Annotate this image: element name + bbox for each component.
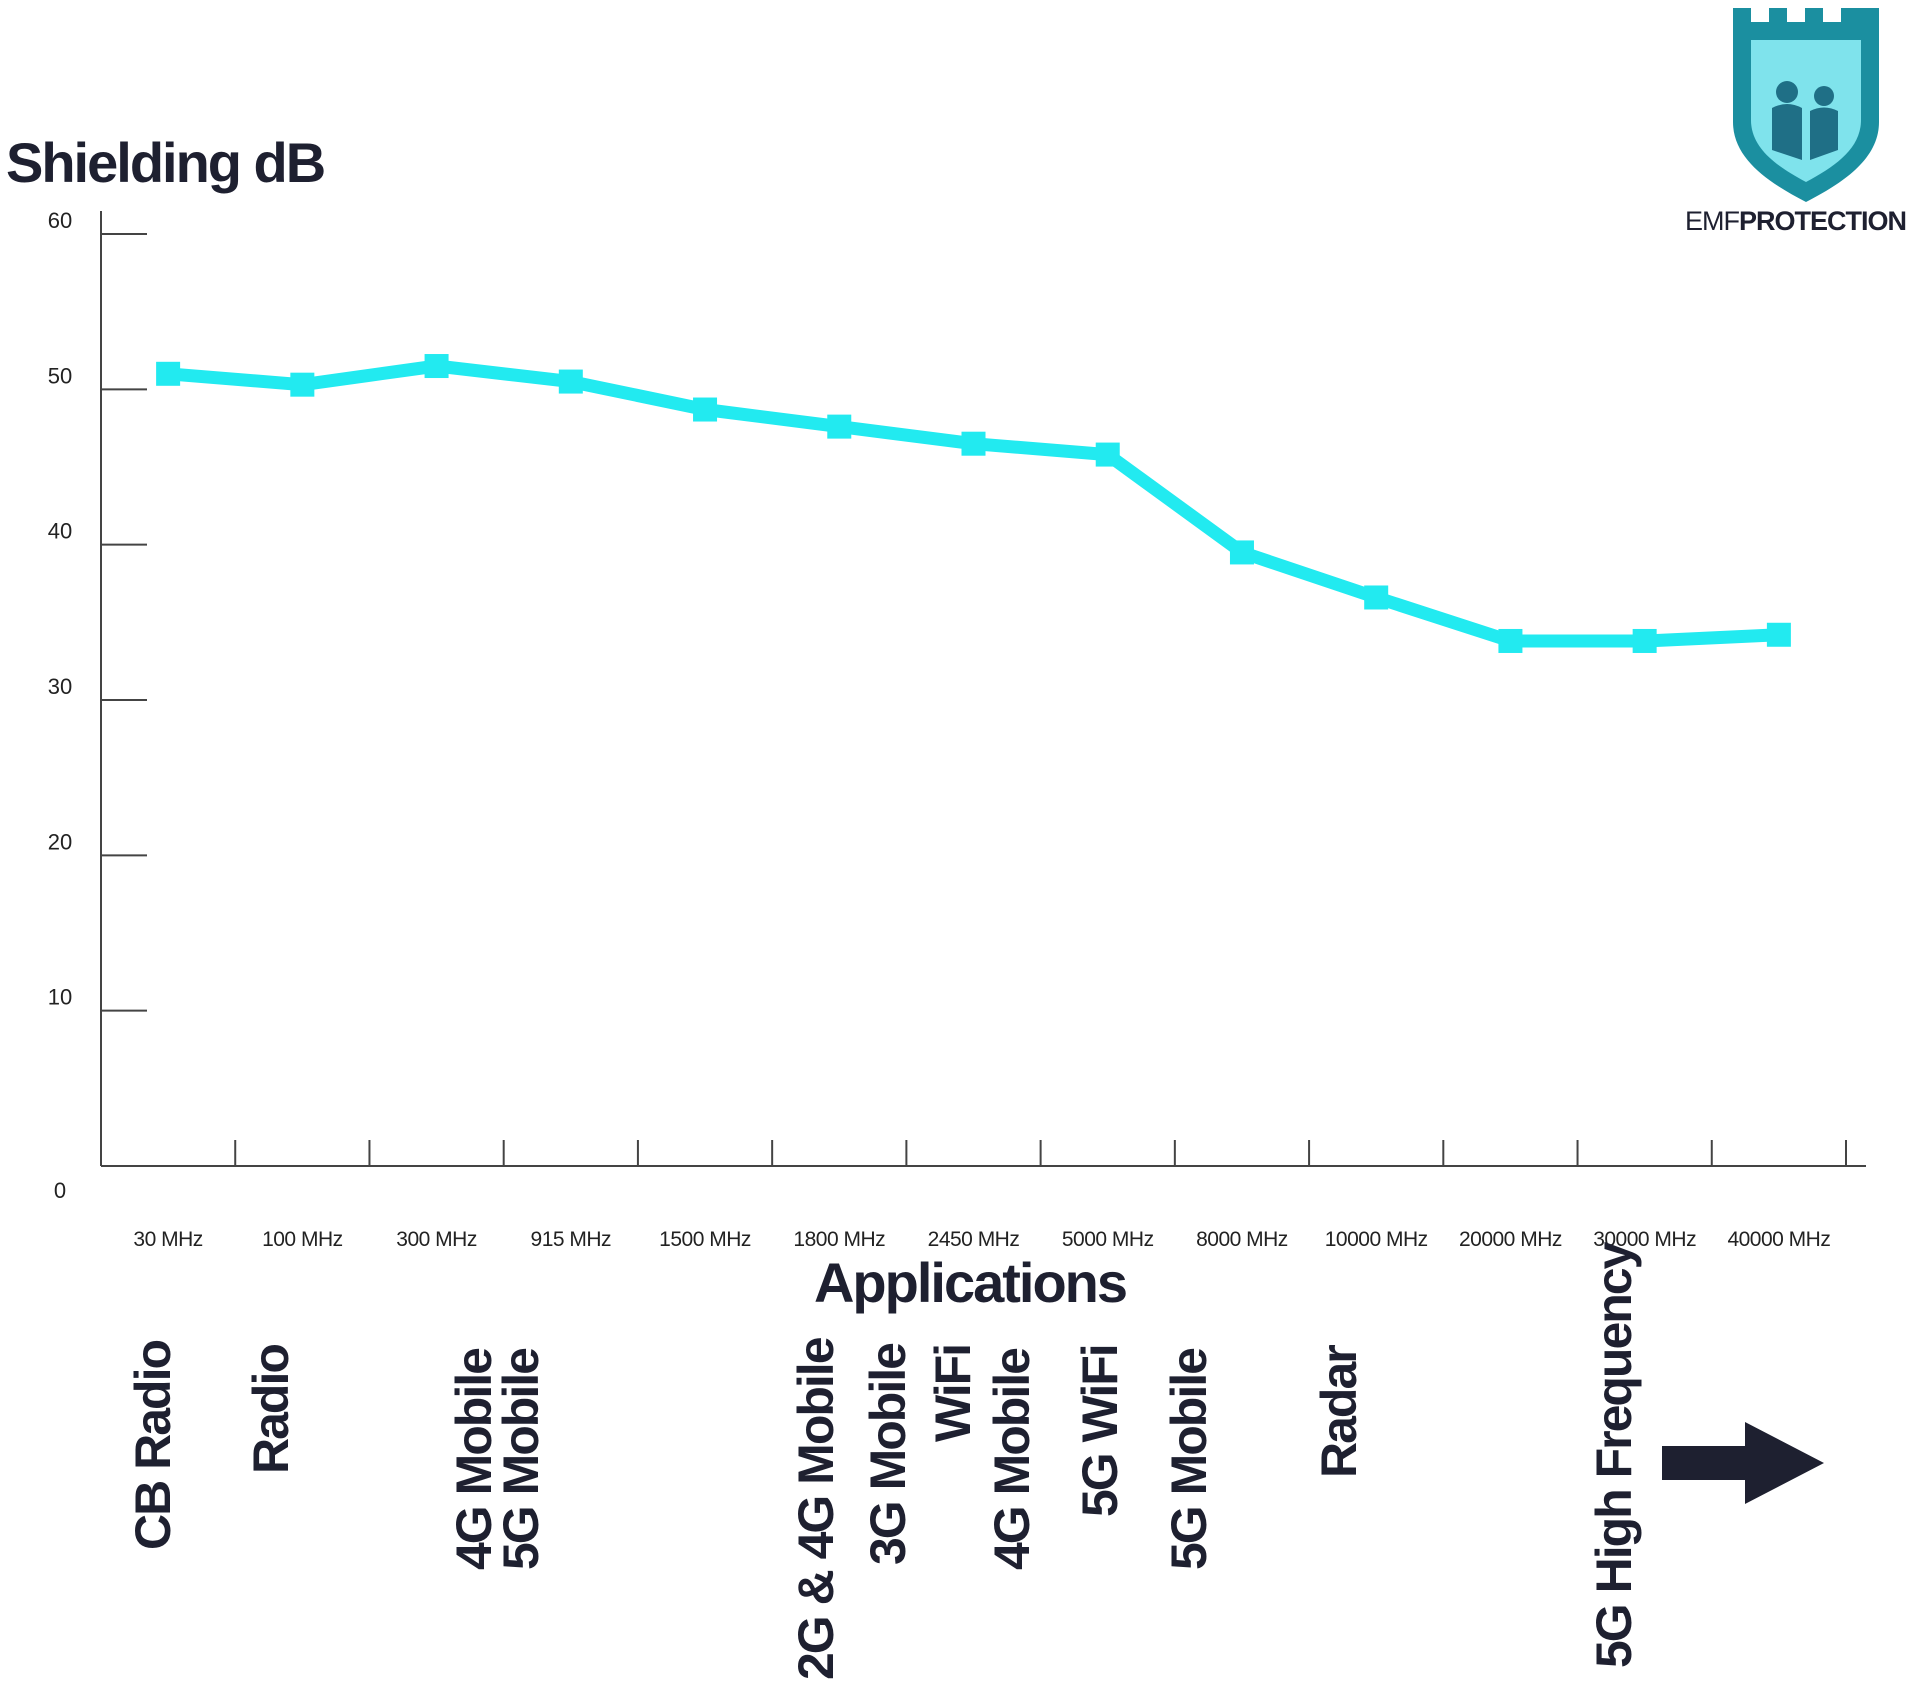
series-layer [156,354,1791,653]
application-label: Radio [243,1345,299,1474]
data-point [1498,628,1523,653]
data-point [424,354,449,379]
y-tick-label: 0 [54,1178,66,1203]
application-label: 5G Mobile [1161,1348,1217,1570]
data-point [156,361,181,386]
x-tick-label: 30 MHz [133,1228,202,1251]
x-ticks: 30 MHz 100 MHz 300 MHz 915 MHz 1500 MHz 1800 … [133,1140,1847,1251]
y-tick-label: 30 [48,674,72,699]
logo-text-light: EMF [1685,206,1740,236]
data-point [1766,622,1791,647]
y-tick-label: 60 [48,208,72,233]
application-label: 5G High Frequency [1586,1241,1642,1668]
x-tick-label: 1500 MHz [659,1228,751,1251]
application-label: Radar [1311,1345,1367,1478]
data-point [1095,442,1120,467]
x-tick-label: 5000 MHz [1062,1228,1154,1251]
x-tick-label: 40000 MHz [1727,1228,1830,1251]
data-point [1364,585,1389,610]
application-label: CB Radio [125,1341,181,1550]
application-label: 2G & 4G Mobile [788,1337,844,1680]
y-tick-label: 10 [48,985,72,1010]
x-axis-title: Applications [814,1251,1126,1314]
series-line [161,359,1786,648]
y-axis-title: Shielding dB [6,131,324,194]
x-tick-label: 8000 MHz [1196,1228,1288,1251]
application-label: 5G Mobile [493,1348,549,1570]
x-tick-label: 20000 MHz [1459,1228,1562,1251]
data-point [1632,628,1657,653]
axes [100,211,1866,1167]
y-tick-label: 50 [48,363,72,388]
logo-text-bold: PROTECTION [1739,206,1906,236]
application-label: 5G WiFi [1072,1345,1128,1517]
x-tick-label: 100 MHz [262,1228,343,1251]
application-label: WiFi [925,1345,981,1442]
data-point [961,431,986,456]
data-point [827,414,852,439]
data-point [1229,540,1254,565]
right-arrow-icon [1662,1422,1824,1504]
logo-text: EMFPROTECTION [1685,206,1906,236]
data-point [558,369,583,394]
y-tick-label: 40 [48,519,72,544]
shield-icon [1733,8,1879,202]
application-label: 3G Mobile [860,1343,916,1565]
data-point [290,372,315,397]
x-tick-label: 915 MHz [531,1228,612,1251]
application-label: 4G Mobile [446,1348,502,1570]
application-label: 4G Mobile [984,1348,1040,1570]
x-tick-label: 2450 MHz [928,1228,1020,1251]
x-tick-label: 10000 MHz [1325,1228,1428,1251]
y-ticks: 0 10 20 30 40 50 60 [48,208,147,1203]
x-tick-label: 1800 MHz [793,1228,885,1251]
emf-protection-logo: EMFPROTECTION [1685,8,1907,236]
y-tick-label: 20 [48,829,72,854]
x-tick-label: 30000 MHz [1593,1228,1696,1251]
x-tick-label: 300 MHz [396,1228,477,1251]
data-point [693,397,718,422]
